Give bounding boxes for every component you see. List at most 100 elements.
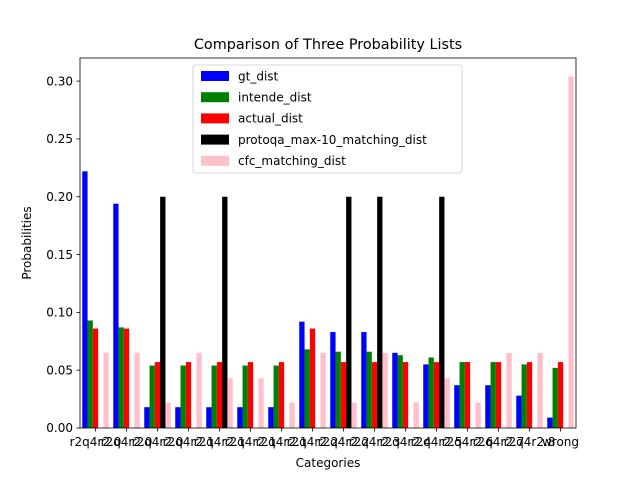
bar-cfc_matching_dist-10: [413, 402, 419, 428]
bar-gt_dist-5: [237, 407, 243, 428]
bar-cfc_matching_dist-6: [289, 402, 295, 428]
legend-box: [192, 64, 463, 174]
bar-actual_dist-12: [464, 362, 471, 428]
bar-intende_dist-3: [180, 365, 186, 428]
y-axis-label: Probabilities: [20, 206, 34, 279]
x-tick-label: r2q4r2.1: [225, 435, 277, 449]
bar-cfc_matching_dist-5: [258, 378, 264, 428]
bar-actual_dist-14: [526, 362, 533, 428]
bar-cfc_matching_dist-15: [568, 76, 574, 428]
bar-cfc_matching_dist-12: [475, 402, 481, 428]
x-tick-label: r2q4r2.3: [349, 435, 401, 449]
chart-title: Comparison of Three Probability Lists: [194, 37, 462, 53]
bar-actual_dist-6: [278, 362, 285, 428]
legend-swatch-cfc_matching_dist: [201, 155, 229, 166]
bar-cfc_matching_dist-3: [196, 352, 202, 428]
legend-label-intende_dist: intende_dist: [238, 91, 312, 105]
bar-gt_dist-3: [175, 407, 181, 428]
y-tick-label: 0.10: [46, 306, 73, 320]
bar-actual_dist-9: [371, 362, 378, 428]
x-tick-label: r2q4r2.1: [163, 435, 215, 449]
legend-swatch-intende_dist: [201, 92, 229, 103]
x-tick-label: r2q4r2.1: [194, 435, 246, 449]
legend-swatch-actual_dist: [201, 113, 229, 124]
bar-cfc_matching_dist-2: [165, 402, 171, 428]
bar-protoqa_max-10_matching_dist-8: [346, 196, 352, 428]
plot-frame: [79, 57, 577, 429]
legend-label-gt_dist: gt_dist: [238, 69, 279, 83]
bar-protoqa_max-10_matching_dist-2: [160, 196, 166, 428]
bar-intende_dist-2: [149, 365, 155, 428]
legend-label-actual_dist: actual_dist: [238, 112, 303, 126]
bar-cfc_matching_dist-9: [382, 352, 388, 428]
x-tick-label: r2q4r2.0: [132, 435, 184, 449]
bar-actual_dist-1: [123, 328, 130, 428]
bar-gt_dist-7: [299, 321, 305, 429]
bar-gt_dist-14: [516, 395, 522, 429]
x-tick-label: r2q4r2.0: [70, 435, 122, 449]
bar-cfc_matching_dist-11: [444, 378, 450, 428]
bar-cfc_matching_dist-8: [351, 402, 357, 428]
bar-protoqa_max-10_matching_dist-4: [222, 196, 228, 428]
bar-intende_dist-12: [459, 362, 465, 428]
bar-intende_dist-9: [366, 351, 372, 428]
bar-gt_dist-4: [206, 407, 212, 428]
y-tick-label: 0.25: [46, 132, 73, 146]
y-ticks: 0.00 0.05 0.10 0.15 0.20 0.25 0.30: [46, 74, 80, 435]
x-tick-label: r2q4r2.2: [287, 435, 339, 449]
bar-gt_dist-11: [423, 364, 429, 428]
bar-gt_dist-9: [361, 332, 367, 428]
bar-actual_dist-11: [433, 362, 440, 428]
x-tick-label: r2q4r2.1: [256, 435, 308, 449]
bar-intende_dist-13: [490, 362, 496, 428]
legend-swatch-gt_dist: [201, 71, 229, 81]
bar-actual_dist-15: [557, 362, 564, 428]
x-tick-label: r2q4r2.2: [318, 435, 370, 449]
x-tick-label: r2q4r2.4: [380, 435, 432, 449]
bar-cfc_matching_dist-0: [103, 352, 109, 428]
x-tick-label: r2q4r2.6: [442, 435, 494, 449]
y-tick-label: 0.20: [46, 190, 73, 204]
bar-cfc_matching_dist-14: [537, 352, 543, 428]
bar-intende_dist-10: [397, 355, 403, 428]
x-tick-label: r2q4r2.5: [411, 435, 463, 449]
bar-actual_dist-4: [216, 362, 223, 428]
bar-intende_dist-4: [211, 365, 217, 428]
legend-label-cfc_matching_dist: cfc_matching_dist: [238, 154, 346, 168]
bar-intende_dist-14: [521, 364, 527, 428]
bar-cfc_matching_dist-1: [134, 352, 140, 428]
y-tick-label: 0.00: [46, 421, 73, 435]
bar-actual_dist-5: [247, 362, 254, 428]
x-axis-label: Categories: [296, 456, 361, 470]
x-ticks: r2q4r2.0r2q4r2.0r2q4r2.0r2q4r2.1r2q4r2.1…: [70, 428, 579, 449]
bar-actual_dist-7: [309, 328, 316, 428]
bar-gt_dist-13: [485, 385, 491, 428]
bar-gt_dist-0: [82, 171, 88, 428]
bar-intende_dist-8: [335, 351, 341, 428]
x-tick-label: r2q4r2.0: [101, 435, 153, 449]
bar-actual_dist-8: [340, 362, 347, 428]
bar-cfc_matching_dist-4: [227, 378, 233, 428]
x-tick-label: r2q4r2.8: [504, 435, 556, 449]
bar-actual_dist-10: [402, 362, 409, 428]
bar-actual_dist-13: [495, 362, 502, 428]
y-tick-label: 0.15: [46, 248, 73, 262]
bar-gt_dist-2: [144, 407, 150, 428]
bars-group: [82, 76, 574, 429]
bar-cfc_matching_dist-7: [320, 352, 326, 428]
bar-intende_dist-5: [242, 365, 248, 428]
bar-actual_dist-0: [92, 328, 99, 428]
bar-intende_dist-15: [552, 367, 558, 429]
bar-intende_dist-1: [118, 327, 124, 428]
bar-gt_dist-8: [330, 332, 336, 428]
bar-intende_dist-11: [428, 357, 434, 428]
bar-gt_dist-6: [268, 407, 274, 428]
x-tick-label: wrong: [542, 435, 579, 449]
x-tick-label: r2q4r2.7: [473, 435, 525, 449]
y-tick-label: 0.30: [46, 74, 73, 88]
bar-protoqa_max-10_matching_dist-11: [439, 196, 445, 428]
bar-gt_dist-12: [454, 385, 460, 428]
bar-cfc_matching_dist-13: [506, 352, 512, 428]
bar-intende_dist-0: [87, 320, 93, 428]
